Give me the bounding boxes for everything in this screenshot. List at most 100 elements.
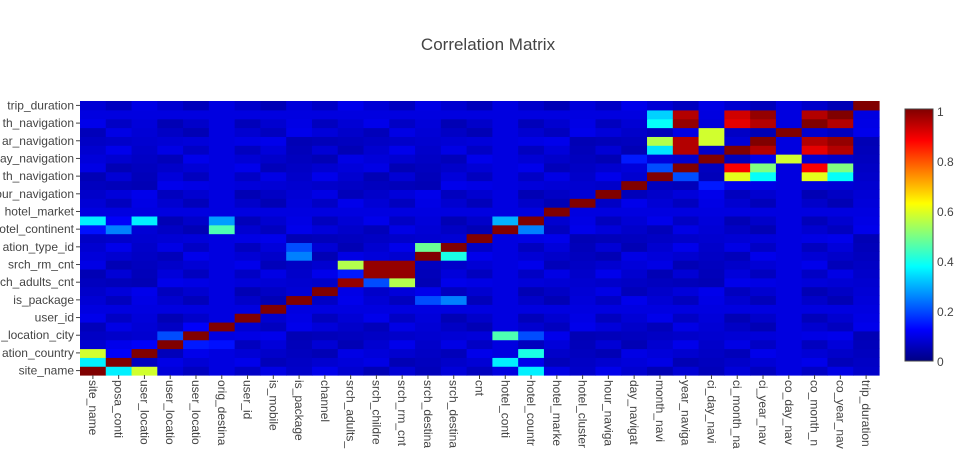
heatmap-cell — [518, 321, 545, 332]
heatmap-cell — [286, 198, 313, 208]
heatmap-cell — [647, 154, 674, 164]
heatmap-cell — [389, 277, 416, 288]
heatmap-cell — [518, 242, 545, 252]
heatmap-cell — [131, 127, 158, 137]
heatmap-cell — [363, 277, 390, 288]
heatmap-cell — [698, 189, 725, 199]
heatmap-cell — [750, 180, 777, 190]
heatmap-cell — [208, 198, 236, 208]
heatmap-cell — [724, 348, 751, 358]
heatmap-cell — [337, 251, 365, 261]
heatmap-cell — [363, 162, 390, 173]
heatmap-cell — [775, 348, 803, 358]
heatmap-cell — [518, 366, 545, 376]
heatmap-cell — [415, 224, 442, 235]
heatmap-cell — [208, 224, 236, 235]
heatmap-cell — [80, 189, 107, 199]
heatmap-cell — [518, 260, 545, 270]
heatmap-cell — [389, 348, 416, 358]
heatmap-cell — [363, 198, 390, 208]
heatmap-cell — [775, 224, 803, 235]
heatmap-cell — [363, 304, 390, 314]
heatmap-cell — [621, 189, 648, 199]
heatmap-cell — [183, 154, 210, 164]
heatmap-cell — [260, 304, 287, 314]
heatmap-cell — [827, 242, 854, 252]
x-tick-label: month_navi — [653, 380, 667, 442]
heatmap-cell — [492, 215, 519, 226]
heatmap-cell — [801, 268, 829, 279]
heatmap-cell — [647, 198, 674, 208]
colorbar-gradient — [904, 108, 934, 362]
heatmap-cell — [208, 295, 236, 305]
heatmap-cell — [621, 154, 648, 164]
heatmap-cell — [492, 118, 519, 129]
heatmap-cell — [827, 233, 854, 244]
heatmap-cell — [105, 348, 133, 358]
heatmap-cell — [750, 357, 777, 367]
heatmap-cell — [492, 348, 519, 358]
heatmap-cell — [647, 251, 674, 261]
heatmap-cell — [80, 198, 107, 208]
heatmap-cell — [672, 154, 700, 164]
heatmap-cell — [543, 162, 571, 173]
y-tick-label: otel_continent — [0, 222, 75, 236]
heatmap-cell — [647, 127, 674, 137]
heatmap-cell — [518, 295, 545, 305]
heatmap-cell — [286, 101, 313, 111]
heatmap-cell — [518, 224, 545, 235]
heatmap-cell — [595, 233, 622, 244]
heatmap-cell — [183, 127, 210, 137]
heatmap-cell — [440, 171, 468, 182]
heatmap-cell — [724, 321, 751, 332]
heatmap-cell — [440, 118, 468, 129]
heatmap-cell — [80, 127, 107, 137]
heatmap-cell — [183, 215, 210, 226]
heatmap-cell — [801, 109, 829, 120]
heatmap-cell — [801, 260, 829, 270]
heatmap-cell — [311, 207, 339, 217]
heatmap-cell — [208, 154, 236, 164]
heatmap-cell — [595, 101, 622, 111]
heatmap-cell — [801, 357, 829, 367]
heatmap-cell — [543, 242, 571, 252]
heatmap-cell — [698, 207, 725, 217]
heatmap-cell — [80, 136, 107, 146]
heatmap-cell — [286, 215, 313, 226]
heatmap-cell — [363, 127, 390, 137]
heatmap-cell — [337, 224, 365, 235]
heatmap-cell — [286, 109, 313, 120]
heatmap-cell — [105, 180, 133, 190]
heatmap-cell — [569, 136, 597, 146]
heatmap-cell — [750, 171, 777, 182]
heatmap-cell — [827, 295, 854, 305]
heatmap-cell — [80, 171, 107, 182]
heatmap-cell — [543, 145, 571, 155]
heatmap-cell — [775, 277, 803, 288]
heatmap-cell — [698, 348, 725, 358]
heatmap-cell — [724, 154, 751, 164]
heatmap-cell — [389, 136, 416, 146]
heatmap-cell — [440, 330, 468, 341]
heatmap-cell — [569, 339, 597, 350]
heatmap-cell — [105, 304, 133, 314]
heatmap-cell — [286, 189, 313, 199]
heatmap-cell — [415, 304, 442, 314]
heatmap-cell — [801, 145, 829, 155]
heatmap-cell — [698, 109, 725, 120]
heatmap-cell — [672, 189, 700, 199]
heatmap-cell — [827, 286, 854, 297]
heatmap-cell — [260, 295, 287, 305]
heatmap-cell — [492, 109, 519, 120]
heatmap-cell — [234, 268, 262, 279]
heatmap-cell — [208, 348, 236, 358]
heatmap-cell — [853, 224, 880, 235]
heatmap-cell — [750, 330, 777, 341]
heatmap-cell — [337, 260, 365, 270]
y-tick-label: our_navigation — [0, 187, 74, 201]
heatmap-cell — [621, 348, 648, 358]
heatmap-cell — [234, 189, 262, 199]
heatmap-cell — [853, 357, 880, 367]
x-tick-label: srch_adults_ — [344, 380, 358, 448]
heatmap-cell — [389, 224, 416, 235]
